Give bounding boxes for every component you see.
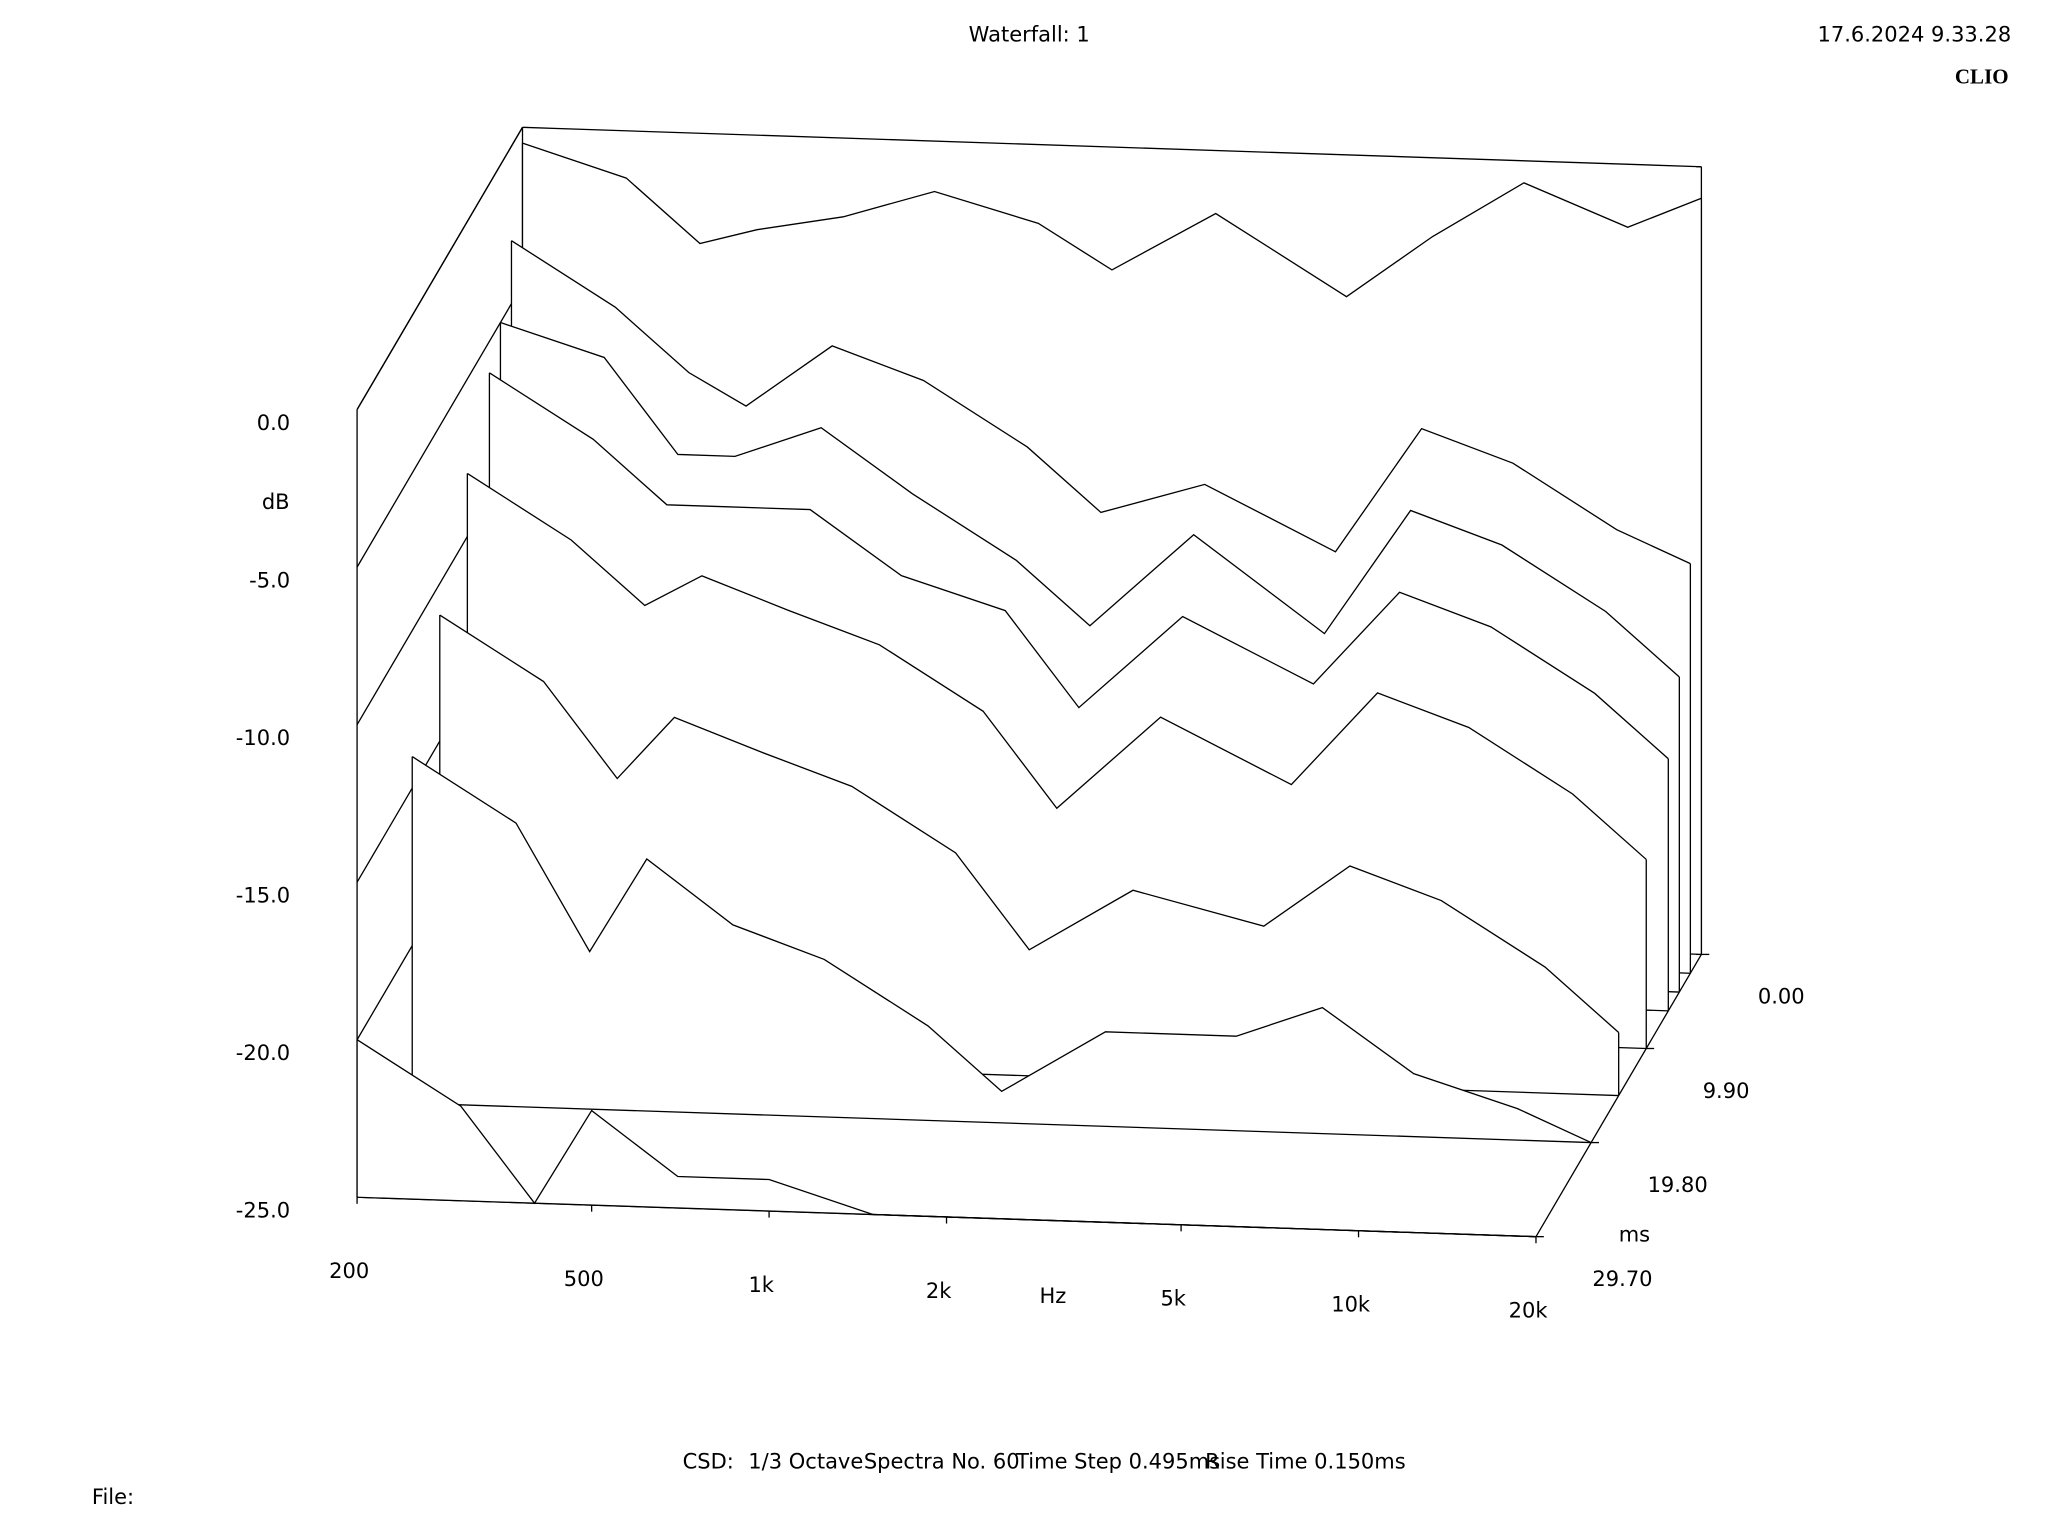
z-tick-label: 19.80 [1648,1173,1708,1197]
z-tick-label: 29.70 [1592,1267,1652,1291]
x-tick-label: 1k [748,1273,774,1297]
z-tick-label: 0.00 [1758,985,1805,1009]
grid-line [356,127,524,410]
spectrum-line [411,756,1592,1144]
info-text: CSD: [683,1449,734,1473]
spectrum-line [439,614,1620,1034]
spectrum-mask [412,756,1592,1143]
y-tick-label: -25.0 [236,1199,290,1223]
timestamp: 17.6.2024 9.33.28 [1817,22,2011,46]
x-tick-label: 10k [1331,1293,1371,1317]
info-text: Time Step 0.495ms [1015,1449,1220,1473]
info-text: Spectra No. 60 [864,1449,1020,1473]
y-axis-label: dB [262,490,290,514]
spectrum-line [511,240,1691,565]
y-tick-label: -15.0 [236,884,290,908]
grid-line [356,284,524,568]
x-tick-label: 200 [329,1259,369,1283]
spectrum-mask [357,1039,1536,1237]
spectrum-line [356,1039,1536,1238]
x-tick-label: 20k [1509,1298,1549,1322]
y-tick-label: -10.0 [236,726,290,750]
x-tick-label: 500 [564,1267,604,1291]
x-tick-label: 2k [926,1279,952,1303]
brand: CLIO [1955,65,2009,89]
x-axis-label: Hz [1039,1284,1066,1308]
z-axis-label: ms [1619,1222,1650,1246]
info-text: Rise Time 0.150ms [1205,1449,1406,1473]
frame-line [522,126,1702,168]
y-tick-label: -5.0 [249,569,290,593]
info-text: 1/3 Octave [748,1449,863,1473]
x-tick-label: 5k [1160,1287,1186,1311]
spectrum-line [522,142,1702,298]
spectrum-line [500,321,1680,678]
chart-title: Waterfall: 1 [969,22,1090,46]
spectrum-line [489,372,1669,760]
spectrum-base [412,1102,1592,1144]
y-tick-label: -20.0 [236,1041,290,1065]
file-label: File: [92,1485,134,1509]
spectrum-line [467,472,1647,860]
z-tick-label: 9.90 [1703,1079,1750,1103]
y-tick-label: 0.0 [257,411,290,435]
plot-root: Waterfall: 1 17.6.2024 9.33.28 CLIO Hz d… [92,22,2011,1508]
